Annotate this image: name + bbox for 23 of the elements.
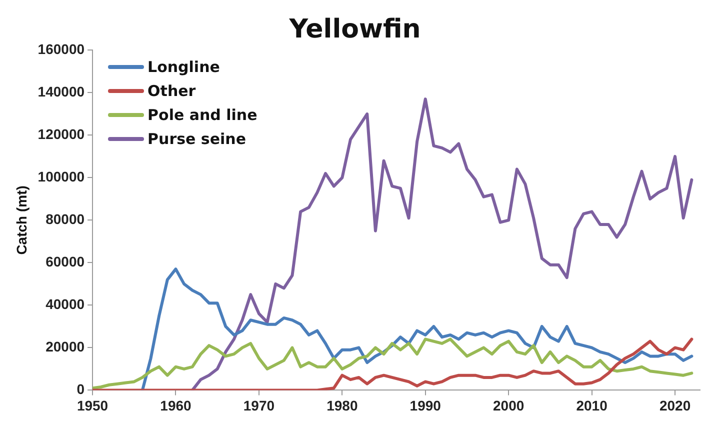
y-tick-label: 100000 (38, 168, 85, 185)
y-tick-label: 60000 (46, 254, 85, 270)
legend-label: Pole and line (148, 106, 258, 124)
legend-label: Other (148, 82, 196, 100)
x-tick-label: 1970 (243, 397, 275, 414)
x-tick-label: 2020 (659, 397, 691, 414)
x-tick-label: 1960 (160, 397, 192, 414)
y-tick-label: 80000 (46, 211, 85, 228)
x-tick-label: 1990 (410, 397, 442, 414)
x-tick-label: 2000 (493, 397, 524, 414)
x-tick-label: 1980 (326, 397, 358, 414)
x-tick-label: 1950 (76, 397, 108, 414)
y-tick-label: 40000 (46, 296, 85, 312)
x-tick-label: 2010 (576, 397, 608, 414)
y-axis-title: Catch (mt) (13, 186, 30, 255)
chart-title: Yellowfin (288, 14, 421, 44)
y-tick-label: 120000 (38, 126, 85, 142)
y-tick-label: 160000 (38, 41, 85, 58)
y-tick-label: 20000 (46, 338, 85, 355)
legend-label: Longline (148, 58, 220, 76)
legend-label: Purse seine (148, 130, 246, 148)
y-tick-label: 140000 (38, 84, 85, 100)
y-tick-label: 0 (76, 381, 85, 398)
